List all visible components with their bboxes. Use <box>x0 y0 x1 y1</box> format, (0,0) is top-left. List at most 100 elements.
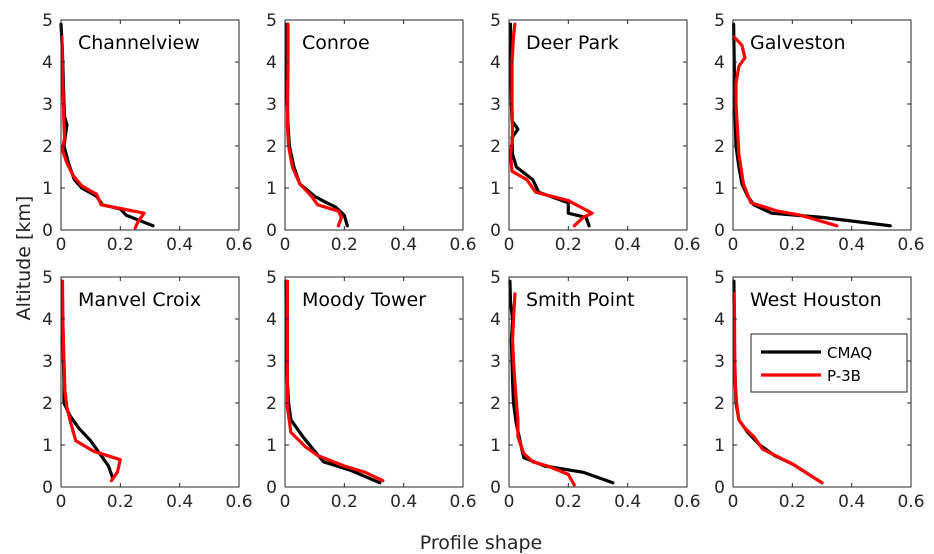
series-line-cmaq <box>284 22 349 228</box>
x-tick-label: 0.2 <box>107 235 134 255</box>
y-tick-label: 1 <box>490 179 501 199</box>
y-tick-label: 4 <box>714 310 725 330</box>
x-tick-label: 0.4 <box>614 235 641 255</box>
y-tick-label: 4 <box>266 310 277 330</box>
x-tick-label: 0 <box>504 492 515 512</box>
legend-label-p-3b: P-3B <box>827 367 861 385</box>
y-tick-label: 5 <box>266 11 277 31</box>
x-tick-label: 0.4 <box>166 492 193 512</box>
panel-title: Moody Tower <box>302 289 426 311</box>
x-tick-label: 0 <box>728 492 739 512</box>
y-tick-label: 0 <box>714 478 725 498</box>
y-tick-label: 5 <box>266 268 277 288</box>
y-tick-label: 5 <box>490 268 501 288</box>
x-tick-label: 0.4 <box>838 492 865 512</box>
y-tick-label: 3 <box>490 352 501 372</box>
y-tick-label: 5 <box>714 268 725 288</box>
x-tick-label: 0.6 <box>673 492 700 512</box>
panel-manvel-croix: 0 0.2 0.4 0.6 0 1 2 3 4 5 Manvel Croix <box>42 268 252 512</box>
y-tick-label: 2 <box>42 137 53 157</box>
y-tick-label: 2 <box>490 394 501 414</box>
x-tick-label: 0.6 <box>225 235 252 255</box>
x-tick-label: 0.6 <box>449 492 476 512</box>
axes-frame <box>284 276 464 488</box>
y-tick-label: 3 <box>714 95 725 115</box>
y-tick-label: 4 <box>490 310 501 330</box>
x-tick-label: 0.2 <box>779 235 806 255</box>
y-tick-label: 3 <box>42 95 53 115</box>
series-line-cmaq <box>731 22 892 228</box>
series-line-p-3b <box>285 279 385 483</box>
series-line-p-3b <box>60 279 122 483</box>
series-line-p-3b <box>732 35 839 228</box>
y-tick-label: 3 <box>490 95 501 115</box>
x-tick-label: 0.2 <box>555 492 582 512</box>
y-tick-label: 0 <box>490 478 501 498</box>
x-tick-label: 0.4 <box>390 492 417 512</box>
series-line-cmaq <box>508 279 615 485</box>
axes-frame <box>508 19 688 231</box>
y-tick-label: 3 <box>42 352 53 372</box>
y-tick-label: 0 <box>42 478 53 498</box>
y-tick-label: 1 <box>714 179 725 199</box>
panel-galveston: 0 0.2 0.4 0.6 0 1 2 3 4 5 Galveston <box>714 11 924 255</box>
y-tick-label: 3 <box>714 352 725 372</box>
x-tick-label: 0.2 <box>555 235 582 255</box>
x-tick-label: 0.4 <box>838 235 865 255</box>
panel-channelview: 0 0.2 0.4 0.6 0 1 2 3 4 5 Channelview <box>42 11 252 255</box>
x-tick-label: 0.2 <box>331 492 358 512</box>
y-tick-label: 4 <box>42 53 53 73</box>
panel-title: Deer Park <box>526 32 619 54</box>
panel-smith-point: 0 0.2 0.4 0.6 0 1 2 3 4 5 Smith Point <box>490 268 700 512</box>
x-tick-label: 0.2 <box>779 492 806 512</box>
panel-deer-park: 0 0.2 0.4 0.6 0 1 2 3 4 5 Deer Park <box>490 11 700 255</box>
y-axis-label: Altitude [km] <box>13 196 35 321</box>
series-line-p-3b <box>510 292 576 487</box>
axes-frame <box>284 19 464 231</box>
panel-west-houston: 0 0.2 0.4 0.6 0 1 2 3 4 5 West Houston <box>714 268 924 512</box>
panel-title: Conroe <box>302 32 370 54</box>
panel-title: Channelview <box>78 32 200 54</box>
x-tick-label: 0.6 <box>449 235 476 255</box>
x-tick-label: 0 <box>56 492 67 512</box>
y-tick-label: 4 <box>42 310 53 330</box>
x-tick-label: 0.2 <box>107 492 134 512</box>
x-tick-label: 0.6 <box>897 492 924 512</box>
y-tick-label: 1 <box>42 436 53 456</box>
x-tick-label: 0.4 <box>614 492 641 512</box>
y-tick-label: 0 <box>266 221 277 241</box>
panels-group: 0 0.2 0.4 0.6 0 1 2 3 4 5 Channelview 0 0.2 0.4 0.6 0 1 2… <box>42 11 924 512</box>
legend: CMAQ P-3B <box>750 333 908 393</box>
panel-title: Smith Point <box>526 289 635 311</box>
x-tick-label: 0.2 <box>331 235 358 255</box>
axes-frame <box>60 19 240 231</box>
x-tick-label: 0.6 <box>673 235 700 255</box>
legend-label-cmaq: CMAQ <box>827 344 872 362</box>
x-tick-label: 0.6 <box>897 235 924 255</box>
series-line-p-3b <box>732 292 824 485</box>
y-tick-label: 2 <box>714 137 725 157</box>
x-tick-label: 0 <box>56 235 67 255</box>
panel-moody-tower: 0 0.2 0.4 0.6 0 1 2 3 4 5 Moody Tower <box>266 268 476 512</box>
series-line-cmaq <box>284 279 382 485</box>
y-tick-label: 3 <box>266 352 277 372</box>
y-tick-label: 1 <box>266 179 277 199</box>
y-tick-label: 2 <box>490 137 501 157</box>
series-line-p-3b <box>60 35 146 230</box>
y-tick-label: 5 <box>714 11 725 31</box>
y-tick-label: 1 <box>266 436 277 456</box>
y-tick-label: 2 <box>266 137 277 157</box>
x-axis-label: Profile shape <box>420 532 542 554</box>
y-tick-label: 4 <box>266 53 277 73</box>
y-tick-label: 5 <box>490 11 501 31</box>
y-tick-label: 5 <box>42 11 53 31</box>
x-tick-label: 0 <box>504 235 515 255</box>
y-tick-label: 2 <box>714 394 725 414</box>
x-tick-label: 0.4 <box>166 235 193 255</box>
y-tick-label: 0 <box>714 221 725 241</box>
series-line-cmaq <box>59 22 155 228</box>
y-tick-label: 2 <box>266 394 277 414</box>
series-line-p-3b <box>508 22 594 228</box>
y-tick-label: 0 <box>42 221 53 241</box>
